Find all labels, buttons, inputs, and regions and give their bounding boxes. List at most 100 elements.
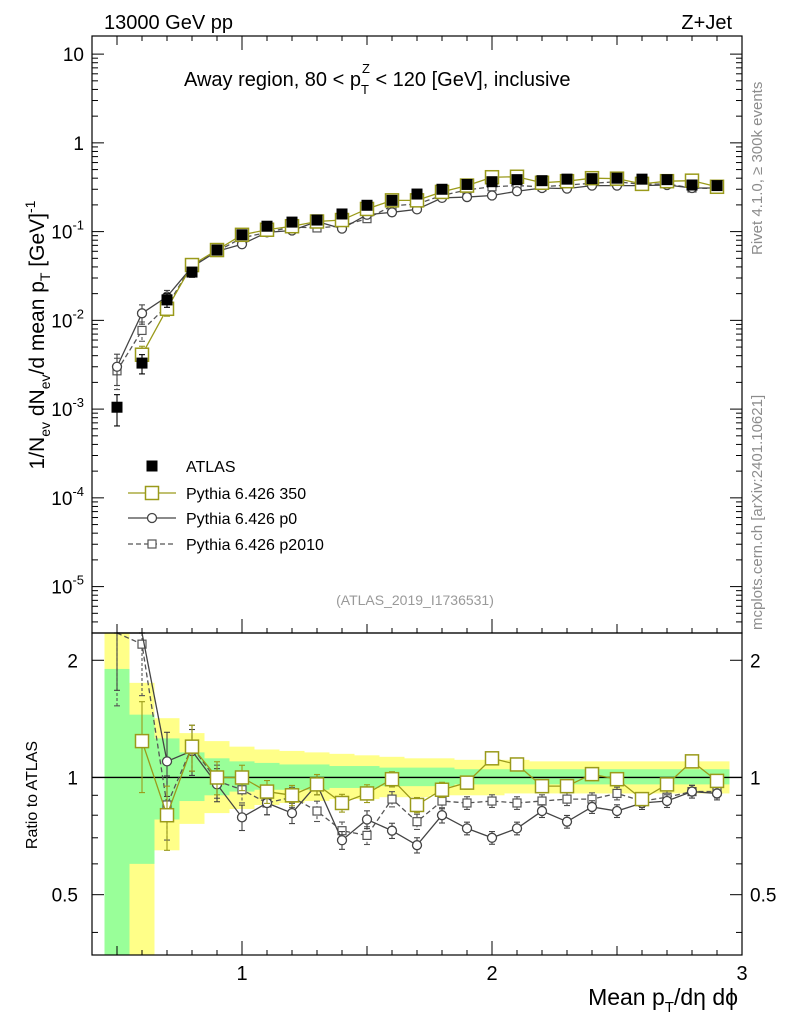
ratio-point [161,756,173,767]
main-point [461,178,473,190]
main-point [137,325,147,336]
ratio-point [309,777,325,792]
y-tick-label: 10-3 [51,395,84,421]
main-point [586,173,598,185]
ratio-point [412,817,422,827]
legend: ATLAS Pythia 6.426 350 Pythia 6.426 p0 Pyth… [128,459,324,554]
ratio-point [284,788,300,803]
ratio-y-tick-label-right: 0.5 [750,886,776,907]
ratio-point [387,794,397,804]
axis-ticks: 10-5 10-4 10-3 10-2 10-1 1 10 0.5 0.5 1 1 2 2 1 2 3 [51,36,776,985]
legend-entry: Pythia 6.426 350 [128,485,306,503]
ratio-point [362,830,372,840]
main-point [286,216,298,228]
x-tick-label: 3 [736,963,747,985]
main-point [461,191,473,203]
analysis-id: (ATLAS_2019_I1736531) [336,592,494,608]
main-point [136,308,148,319]
ratio-point [686,786,698,797]
ratio-point [584,766,600,782]
x-tick-label: 1 [236,963,247,985]
ratio-point [336,835,348,846]
legend-label: ATLAS [186,459,236,476]
side-text-top: Rivet 4.1.0, ≥ 300k events [749,82,766,255]
ratio-point [312,806,322,816]
ratio-point [409,797,425,813]
main-point [511,186,523,197]
legend-marker [144,485,160,501]
main-point [561,173,573,185]
ratio-point [612,788,622,799]
main-point [261,220,273,232]
legend-label: Pythia 6.426 p2010 [186,537,324,554]
ratio-y-tick-label: 1 [67,768,78,789]
ratio-point [487,796,497,806]
y-axis-label: 1/Nev dNev/d mean pT [GeV]-1 [22,200,53,469]
ratio-point [334,795,350,811]
header-right: Z+Jet [681,12,732,34]
ratio-point [184,739,200,754]
ratio-point [562,794,572,804]
svg-text:1/Nev dNev/d mean pT [GeV]-1: 1/Nev dNev/d mean pT [GeV]-1 [22,200,53,469]
ratio-point [559,778,575,794]
legend-marker [146,512,158,524]
legend-label: Pythia 6.426 p0 [186,511,297,528]
y-tick-label: 10-5 [51,573,84,599]
chart-title: Away region, 80 < pTZ < 120 [GeV], inclu… [184,61,571,97]
ratio-point [436,810,448,821]
ratio-point [709,773,725,789]
ratio-point [486,832,498,843]
ratio-point [159,807,175,823]
ratio-point [634,791,650,807]
ratio-point [462,798,472,808]
ratio-point [361,814,373,825]
main-point [511,174,523,186]
main-point [486,190,498,201]
ratio-point [461,823,473,834]
y-tick-label: 10-2 [51,306,84,332]
ratio-point [386,825,398,836]
main-point [111,401,123,413]
main-point [236,229,248,241]
ratio-point [286,807,298,819]
ratio-point [459,775,475,790]
main-point [186,266,198,278]
legend-marker [147,539,157,549]
x-tick-label: 2 [486,963,497,985]
legend-label: Pythia 6.426 350 [186,486,306,503]
ratio-point [411,840,423,851]
main-point [111,361,123,372]
main-point [661,174,673,186]
main-point [136,357,148,369]
ratio-point [586,801,598,813]
main-point [711,180,723,192]
ratio-y-tick-label-right: 1 [750,768,761,789]
ratio-point [711,788,723,799]
ratio-point [359,786,375,801]
ratio-point [134,733,150,749]
ratio-point [437,796,447,806]
ratio-point [137,639,147,649]
ratio-point [659,777,675,792]
ratio-point [511,823,523,834]
series-atlas [111,172,723,427]
ratio-y-label: Ratio to ATLAS [24,741,41,849]
header-left: 13000 GeV pp [104,12,233,34]
ratio-point [609,771,625,787]
ratio-point [259,784,275,799]
main-point [536,175,548,187]
ratio-y-tick-label-right: 2 [750,651,761,672]
ratio-point [661,795,673,807]
legend-entry: ATLAS [146,459,236,476]
main-point [211,244,223,256]
x-axis-label: Mean pT/dη dϕ [588,984,738,1016]
ratio-point [561,816,573,827]
y-tick-label: 10 [63,45,84,66]
ratio-point [234,770,250,785]
ratio-point [484,751,500,766]
ratio-point [611,805,623,817]
ratio-y-tick-label: 0.5 [52,886,78,907]
main-point [386,207,398,218]
ratio-point [384,771,400,787]
